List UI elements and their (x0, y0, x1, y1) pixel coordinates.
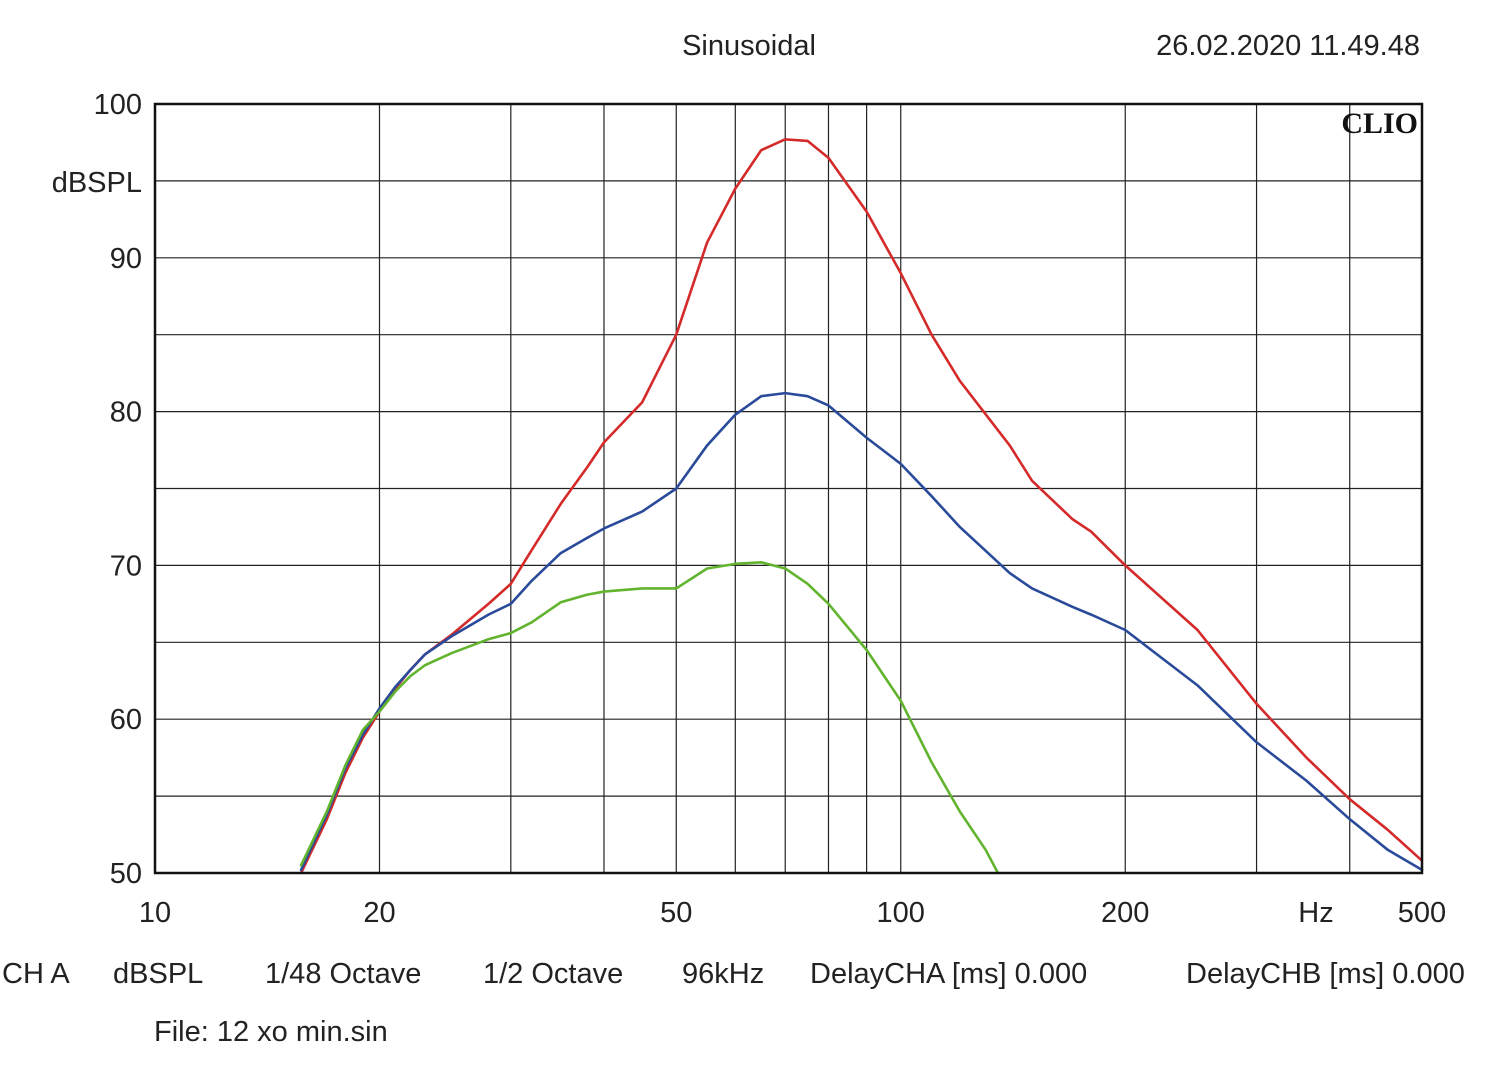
x-tick-label: 500 (1398, 897, 1446, 929)
series-line-3 (299, 561, 1000, 875)
y-tick-label: 80 (110, 397, 142, 429)
measurement-timestamp: 26.02.2020 11.49.48 (1156, 30, 1420, 62)
plot-curves (299, 138, 1424, 875)
footer-delay-b: DelayCHB [ms] 0.000 (1186, 958, 1465, 990)
footer-unit: dBSPL (113, 958, 203, 990)
x-axis-ticks: 10 20 50 100 200 500 (139, 897, 1446, 929)
footer-channel: CH A (2, 958, 70, 990)
y-tick-label: 100 (94, 89, 142, 121)
y-tick-label: 90 (110, 243, 142, 275)
y-axis-label: dBSPL (52, 167, 142, 199)
clio-logo: CLIO (1341, 107, 1418, 140)
y-tick-label: 70 (110, 550, 142, 582)
plot-grid (155, 104, 1422, 873)
y-tick-label: 50 (110, 858, 142, 890)
footer-smoothing: 1/2 Octave (483, 958, 623, 990)
x-tick-label: 100 (877, 897, 925, 929)
y-axis-ticks: 50 60 70 80 90 100 (94, 89, 142, 890)
x-tick-label: 200 (1101, 897, 1149, 929)
series-line-2 (299, 391, 1424, 872)
y-tick-label: 60 (110, 704, 142, 736)
x-axis-label: Hz (1298, 897, 1333, 929)
footer-delay-a: DelayCHA [ms] 0.000 (810, 958, 1087, 990)
footer-file: File: 12 xo min.sin (154, 1016, 388, 1048)
chart-title: Sinusoidal (682, 30, 816, 62)
footer-smoothing-resolution: 1/48 Octave (265, 958, 421, 990)
footer-sample-rate: 96kHz (682, 958, 764, 990)
x-tick-label: 10 (139, 897, 171, 929)
series-line-1 (299, 138, 1424, 875)
x-tick-label: 50 (660, 897, 692, 929)
x-tick-label: 20 (363, 897, 395, 929)
plot-frame (153, 102, 1424, 875)
